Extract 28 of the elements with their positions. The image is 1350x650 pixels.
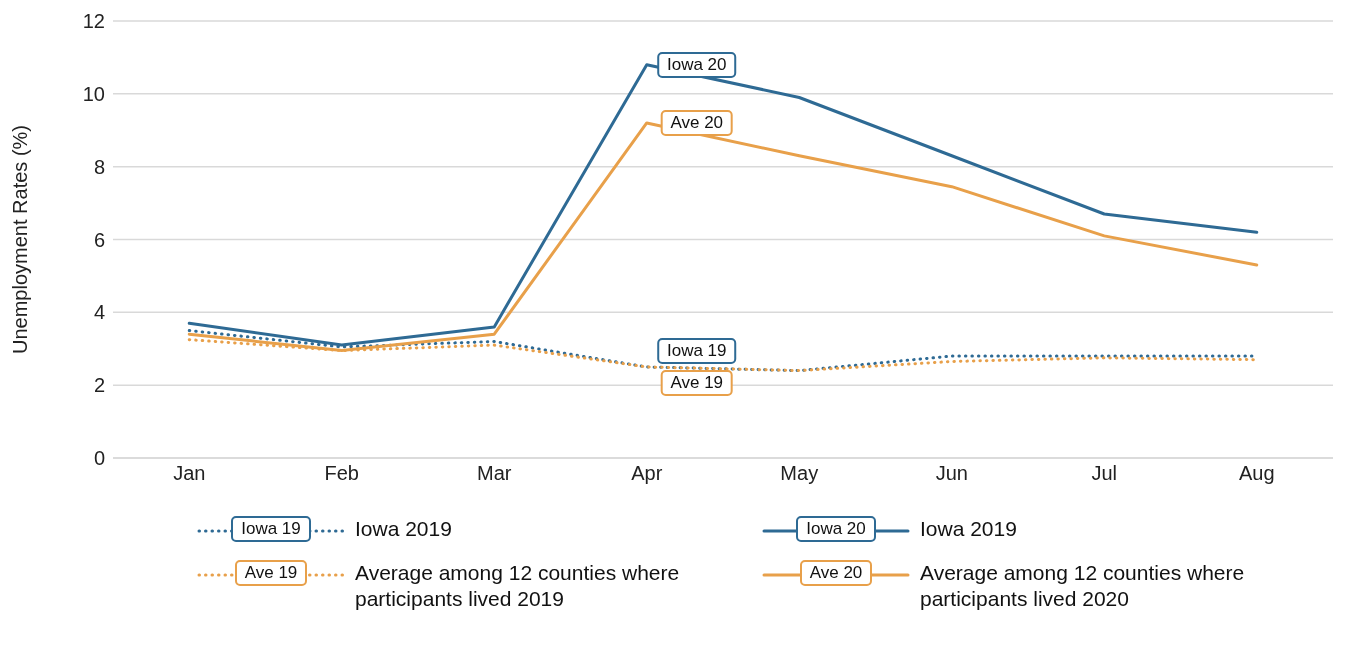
annotation: Ave 20 bbox=[660, 109, 734, 136]
legend-label: Average among 12 counties where participants lived 2020 bbox=[920, 560, 1246, 612]
x-tick-label: Jun bbox=[935, 462, 968, 485]
x-tick-label: Aug bbox=[1238, 462, 1275, 485]
text: Ave 19 bbox=[244, 563, 298, 582]
legend-label: Iowa 2019 bbox=[355, 516, 452, 542]
x-tick-label: Jul bbox=[1091, 462, 1118, 485]
x-tick-label: Mar bbox=[477, 462, 512, 485]
legend-label: Average among 12 counties where participants lived 2019 bbox=[355, 560, 681, 612]
text: Iowa 20 bbox=[806, 519, 866, 538]
legend-label: Iowa 2019 bbox=[920, 516, 1017, 542]
y-tick-label: 10 bbox=[82, 82, 105, 105]
x-tick-label: May bbox=[780, 462, 819, 485]
y-tick-label: 12 bbox=[82, 10, 105, 33]
x-tick-label: Jan bbox=[173, 462, 206, 485]
annotation: Ave 19 bbox=[660, 369, 734, 396]
annotation: Iowa 19 bbox=[656, 337, 737, 364]
y-tick-label: 2 bbox=[93, 374, 105, 397]
y-tick-label: 8 bbox=[93, 155, 105, 178]
x-tick-label: Feb bbox=[324, 462, 359, 485]
y-tick-label: 4 bbox=[93, 301, 105, 324]
annotation: Iowa 20 bbox=[656, 51, 737, 78]
y-tick-label: 6 bbox=[93, 228, 105, 251]
x-tick-label: Apr bbox=[631, 462, 663, 485]
text: Ave 20 bbox=[809, 563, 863, 582]
y-axis-title: Unemployment Rates (%) bbox=[9, 125, 32, 354]
text: Iowa 19 bbox=[241, 519, 301, 538]
y-tick-label: 0 bbox=[93, 447, 105, 470]
